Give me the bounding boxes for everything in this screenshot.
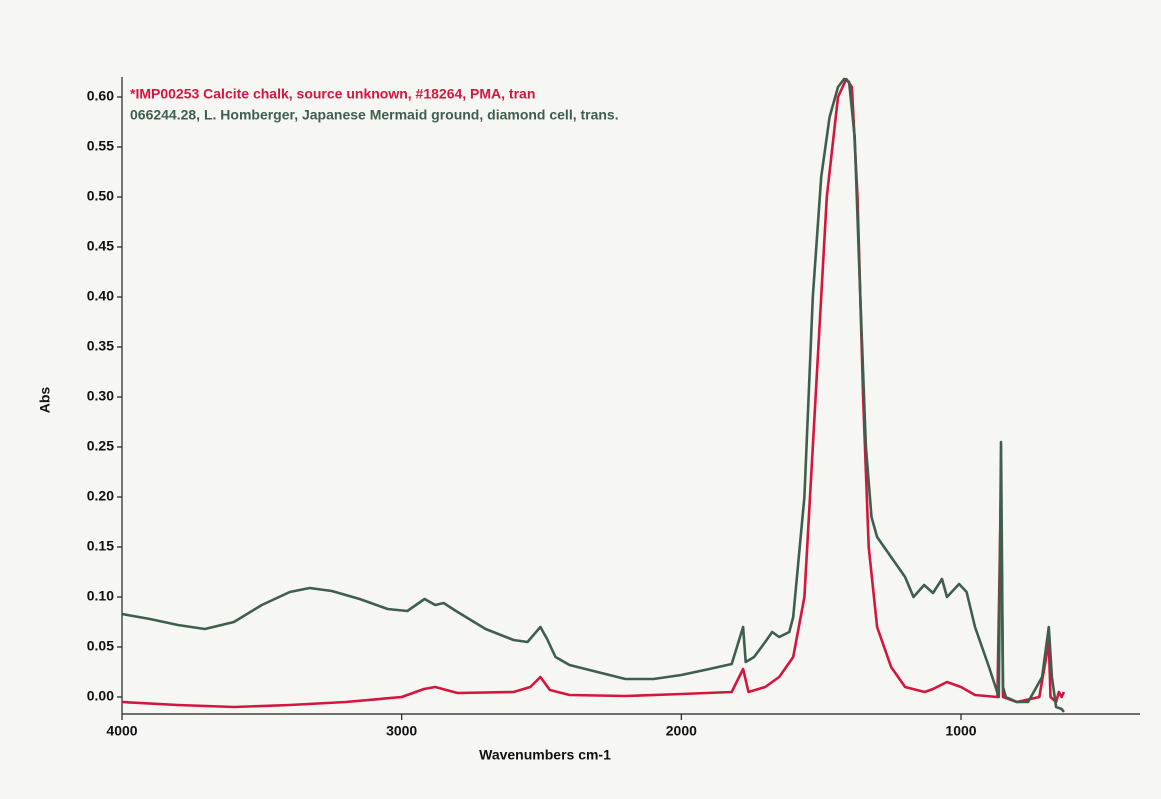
- x-tick-label: 3000: [386, 723, 417, 739]
- y-tick-label: 0.25: [87, 438, 114, 454]
- x-tick-label: 4000: [106, 723, 137, 739]
- y-tick-label: 0.30: [87, 388, 114, 404]
- legend-entry: 066244.28, L. Homberger, Japanese Mermai…: [130, 107, 619, 123]
- legend-entry: *IMP00253 Calcite chalk, source unknown,…: [130, 86, 535, 102]
- y-tick-label: 0.05: [87, 638, 114, 654]
- spectrum-line: [121, 77, 1065, 713]
- y-tick-label: 0.10: [87, 588, 114, 604]
- y-tick-label: 0.60: [87, 88, 114, 104]
- y-tick-label: 0.20: [87, 488, 114, 504]
- y-tick-label: 0.40: [87, 288, 114, 304]
- y-tick-label: 0.50: [87, 188, 114, 204]
- y-axis-label: Abs: [37, 387, 53, 414]
- x-axis-label: Wavenumbers cm-1: [479, 747, 611, 763]
- y-tick-label: 0.55: [87, 138, 114, 154]
- y-tick-label: 0.35: [87, 338, 114, 354]
- x-tick-label: 1000: [945, 723, 976, 739]
- y-tick-label: 0.45: [87, 238, 114, 254]
- spectrum-line: [121, 77, 1066, 709]
- x-tick-label: 2000: [666, 723, 697, 739]
- y-tick-label: 0.00: [87, 688, 114, 704]
- y-tick-label: 0.15: [87, 538, 114, 554]
